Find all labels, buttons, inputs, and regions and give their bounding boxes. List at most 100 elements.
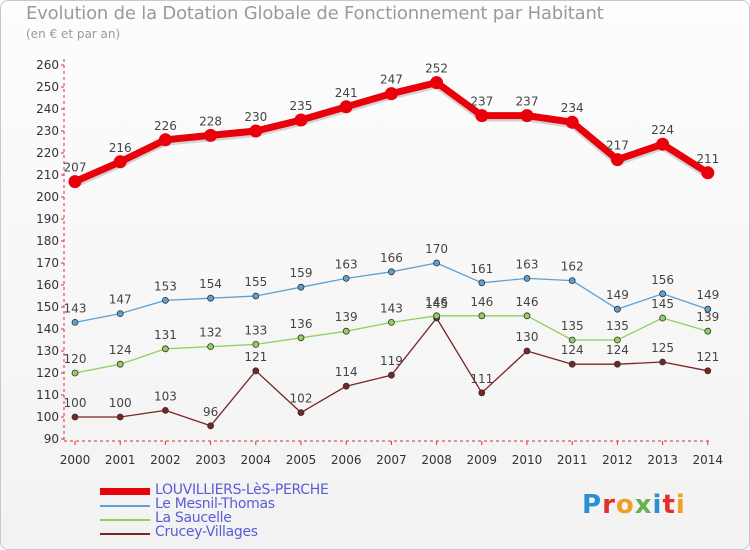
data-point	[116, 360, 124, 368]
legend-label: La Saucelle	[155, 510, 232, 526]
data-point	[297, 283, 305, 291]
data-point	[252, 367, 260, 375]
data-point	[387, 318, 395, 326]
legend-swatch	[100, 488, 150, 495]
data-label: 119	[380, 354, 403, 368]
x-tick-label: 2013	[647, 453, 678, 467]
data-label: 146	[516, 295, 539, 309]
data-label: 155	[244, 275, 267, 289]
data-label: 235	[290, 99, 313, 113]
x-tick-label: 2008	[421, 453, 452, 467]
data-label: 125	[651, 341, 674, 355]
data-label: 131	[154, 328, 177, 342]
data-label: 162	[561, 260, 584, 274]
data-label: 124	[606, 343, 629, 357]
data-label: 143	[380, 301, 403, 315]
data-label: 211	[696, 152, 719, 166]
proxiti-logo: Proxiti	[582, 490, 686, 520]
x-tick-label: 2009	[467, 453, 498, 467]
data-point	[342, 274, 350, 282]
data-point	[433, 259, 441, 267]
data-point	[704, 367, 712, 375]
y-tick-label: 120	[36, 366, 59, 380]
data-point	[478, 389, 486, 397]
data-label: 103	[154, 389, 177, 403]
data-label: 170	[425, 242, 448, 256]
x-tick-label: 2007	[376, 453, 407, 467]
data-label: 143	[64, 301, 87, 315]
x-tick-label: 2010	[512, 453, 543, 467]
data-label: 163	[335, 257, 358, 271]
data-point	[478, 312, 486, 320]
data-label: 247	[380, 73, 403, 87]
data-label: 161	[470, 262, 493, 276]
legend-swatch	[100, 533, 150, 535]
data-point	[704, 327, 712, 335]
data-label: 121	[244, 350, 267, 364]
data-point	[204, 128, 218, 142]
data-label: 121	[696, 350, 719, 364]
data-label: 135	[561, 319, 584, 333]
data-label: 120	[64, 352, 87, 366]
data-point	[523, 347, 531, 355]
data-point	[520, 109, 534, 123]
data-label: 96	[203, 405, 218, 419]
data-point	[614, 360, 621, 368]
data-label: 146	[425, 295, 448, 309]
data-label: 139	[696, 310, 719, 324]
data-label: 153	[154, 279, 177, 293]
data-point	[610, 153, 624, 167]
data-label: 100	[64, 396, 87, 410]
data-label: 163	[516, 257, 539, 271]
data-point	[161, 296, 169, 304]
data-label: 130	[516, 330, 539, 344]
data-label: 102	[290, 392, 313, 406]
y-tick-label: 110	[36, 388, 59, 402]
data-point	[161, 406, 169, 414]
data-point	[568, 277, 576, 285]
x-tick-label: 2004	[241, 453, 272, 467]
y-tick-label: 230	[36, 124, 59, 138]
legend-swatch	[100, 519, 150, 521]
data-label: 207	[64, 161, 87, 175]
data-point	[387, 268, 395, 276]
data-point	[701, 166, 715, 180]
data-point	[158, 133, 172, 147]
data-point	[161, 345, 169, 353]
y-tick-label: 250	[36, 80, 59, 94]
data-point	[207, 422, 215, 430]
chart-title: Evolution de la Dotation Globale de Fonc…	[26, 3, 604, 24]
y-tick-label: 260	[36, 58, 59, 72]
x-tick-label: 2002	[150, 453, 181, 467]
y-tick-label: 150	[36, 300, 59, 314]
data-label: 241	[335, 86, 358, 100]
data-point	[475, 109, 489, 123]
data-label: 228	[199, 114, 222, 128]
data-point	[113, 155, 127, 169]
data-point	[68, 175, 82, 189]
data-label: 237	[470, 95, 493, 109]
x-tick-label: 2005	[286, 453, 317, 467]
data-label: 224	[651, 123, 674, 137]
data-label: 133	[244, 323, 267, 337]
y-tick-label: 210	[36, 168, 59, 182]
data-label: 136	[290, 317, 313, 331]
data-label: 230	[244, 110, 267, 124]
y-tick-label: 160	[36, 278, 59, 292]
data-label: 114	[335, 365, 358, 379]
data-point	[568, 360, 576, 368]
data-label: 166	[380, 251, 403, 265]
legend-swatch	[100, 505, 150, 507]
y-tick-label: 240	[36, 102, 59, 116]
data-point	[704, 305, 712, 313]
data-label: 159	[290, 266, 313, 280]
data-point	[659, 358, 666, 366]
y-tick-label: 170	[36, 256, 59, 270]
data-point	[294, 113, 308, 127]
data-label: 145	[425, 297, 448, 311]
legend-label: LOUVILLIERS-LèS-PERCHE	[155, 482, 329, 498]
data-point	[659, 290, 666, 298]
data-point	[249, 124, 263, 138]
data-point	[656, 137, 670, 151]
